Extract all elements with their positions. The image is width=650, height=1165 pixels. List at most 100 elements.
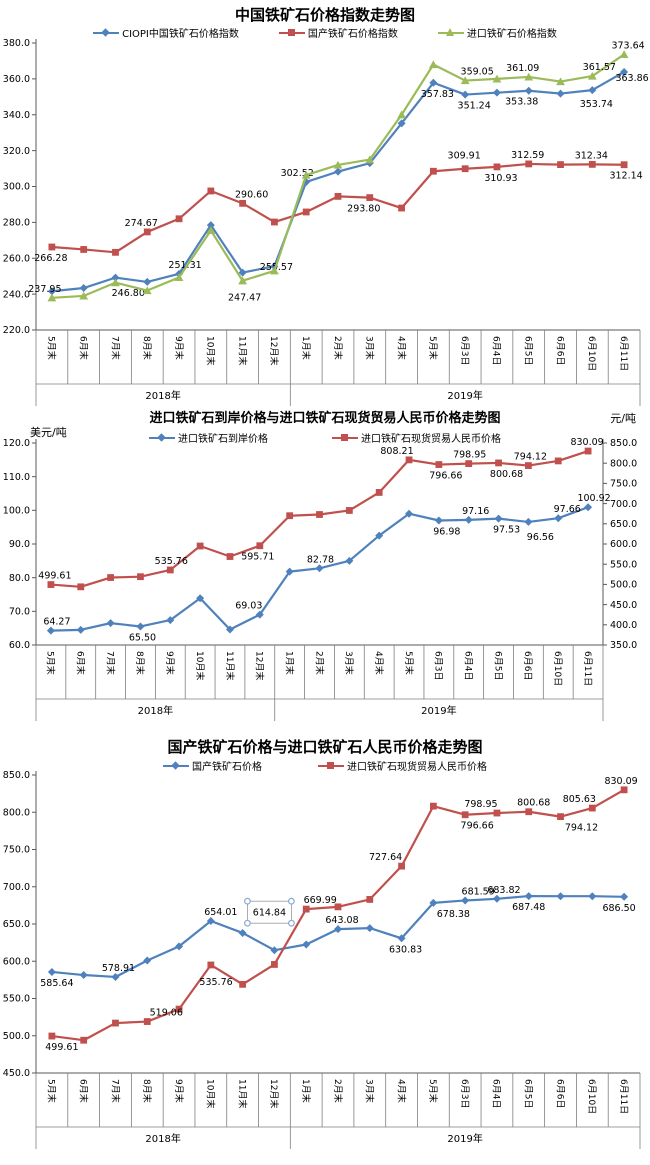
category-label: 6月10日: [552, 651, 563, 686]
square-data-point-marker: [366, 194, 374, 202]
selection-handle[interactable]: [288, 919, 295, 927]
square-data-point-marker: [48, 1032, 56, 1040]
diamond-data-point-marker: [111, 972, 120, 981]
diamond-data-point-marker: [588, 86, 597, 95]
category-label: 11月末: [224, 651, 236, 680]
square-data-point-marker: [375, 489, 383, 496]
data-point-label: 798.95: [453, 450, 486, 461]
data-point-label: 96.56: [527, 532, 554, 543]
square-data-point-marker: [620, 161, 628, 169]
y-axis-tick-label: 60.0: [9, 640, 30, 651]
diamond-data-point-marker: [285, 567, 294, 576]
data-point-label: 805.63: [563, 794, 596, 805]
data-point-label: 499.61: [45, 1042, 78, 1053]
category-label: 6月10日: [586, 1079, 597, 1114]
triangle-legend-marker-icon: [437, 28, 464, 38]
data-point-label: 237.95: [28, 284, 61, 295]
diamond-data-point-marker: [524, 892, 533, 901]
data-point-label: 266.28: [34, 253, 67, 264]
category-label: 6月4日: [463, 651, 474, 680]
chart-2-plot: 60.0 70.0 80.0 90.0 100.0 110.0 120.0 350.0 400.…: [3, 437, 637, 721]
square-legend-marker-icon: [278, 28, 305, 38]
square-data-point-marker: [112, 248, 119, 256]
category-label: 5月末: [403, 651, 415, 675]
diamond-legend-marker-icon: [93, 28, 120, 38]
legend-item: CIOPI中国铁矿石价格指数: [93, 25, 239, 40]
selection-handle[interactable]: [244, 897, 251, 905]
data-point-label: 312.14: [609, 171, 642, 182]
triangle-data-point-marker: [47, 293, 57, 302]
category-label: 6月6日: [554, 1079, 565, 1108]
diamond-data-point-marker: [365, 924, 374, 933]
legend-label: 国产铁矿石价格指数: [307, 29, 398, 40]
chart2-left-axis-unit: 美元/吨: [30, 426, 67, 439]
category-label: 6月末: [77, 336, 89, 360]
category-label: 7月末: [109, 336, 121, 360]
category-label: 5月末: [46, 336, 58, 360]
y-axis-tick-label: 110.0: [3, 472, 30, 483]
year-group-label: 2018年: [145, 389, 180, 402]
data-point-label: 302.52: [281, 168, 314, 179]
square-data-point-marker: [366, 896, 374, 903]
category-label: 11月末: [236, 1079, 248, 1108]
right-y-axis-tick-label: 650.0: [610, 519, 637, 530]
data-point-label: 100.92: [577, 493, 610, 504]
data-point-label: 687.48: [512, 902, 545, 913]
square-data-point-marker: [588, 160, 596, 168]
diamond-data-point-marker: [76, 625, 85, 634]
square-data-point-marker: [525, 808, 533, 816]
diamond-data-point-marker: [620, 67, 629, 76]
square-data-point-marker: [334, 903, 342, 911]
diamond-data-point-marker: [345, 556, 354, 565]
diamond-data-point-marker: [397, 934, 406, 943]
label-box-frame: [247, 900, 292, 924]
category-label: 5月末: [46, 1079, 58, 1103]
category-label: 12月末: [254, 651, 266, 680]
data-point-label: 669.99: [304, 895, 337, 906]
data-point-label: 595.71: [241, 552, 274, 563]
data-point-label: 251.31: [168, 260, 201, 271]
square-data-point-marker: [137, 573, 144, 581]
year-group-label: 2018年: [145, 1132, 180, 1145]
data-point-label: 246.80: [112, 288, 145, 299]
triangle-data-point-marker: [556, 77, 565, 86]
square-data-point-marker: [77, 583, 85, 591]
selection-handle[interactable]: [244, 919, 251, 927]
category-label: 5月末: [427, 336, 439, 360]
square-data-point-marker: [302, 905, 310, 913]
diamond-data-point-marker: [434, 516, 443, 525]
square-data-point-marker: [557, 813, 564, 821]
square-data-point-marker: [207, 187, 215, 195]
data-point-label: 519.06: [150, 1008, 183, 1019]
diamond-data-point-marker: [554, 514, 563, 523]
square-data-point-marker: [112, 1019, 119, 1027]
category-label: 6月3日: [459, 336, 470, 365]
selected-data-label-box[interactable]: 614.84: [244, 897, 295, 927]
chart2-legend: 进口铁矿石到岸价格 进口铁矿石现货贸易人民币价格: [0, 430, 650, 445]
category-label: 8月末: [134, 651, 146, 675]
diamond-data-point-marker: [397, 119, 406, 128]
chart2-right-axis-unit: 元/吨: [610, 412, 636, 425]
category-label: 6月3日: [459, 1079, 470, 1108]
category-label: 1月末: [300, 1079, 312, 1103]
triangle-data-point-marker: [587, 71, 597, 80]
data-point-label: 683.82: [487, 885, 520, 896]
square-data-point-marker: [429, 802, 437, 810]
triangle-data-point-marker: [365, 155, 375, 164]
selection-handle[interactable]: [288, 897, 295, 905]
diamond-data-point-marker: [461, 896, 470, 905]
series-line: [51, 162, 625, 254]
data-point-label: 361.09: [506, 63, 539, 74]
data-point-label: 614.84: [253, 908, 286, 919]
y-axis-tick-label: 600.0: [3, 956, 30, 967]
diamond-data-point-marker: [620, 892, 629, 901]
data-point-label: 578.91: [102, 963, 135, 974]
diamond-data-point-marker: [429, 78, 438, 87]
data-point-label: 800.68: [490, 469, 523, 480]
data-point-label: 82.78: [307, 554, 334, 565]
square-data-point-marker: [465, 460, 473, 468]
y-axis-tick-label: 850.0: [3, 770, 30, 781]
diamond-data-point-marker: [225, 625, 234, 634]
data-point-label: 796.66: [429, 471, 462, 482]
category-label: 6月5日: [523, 1079, 534, 1108]
